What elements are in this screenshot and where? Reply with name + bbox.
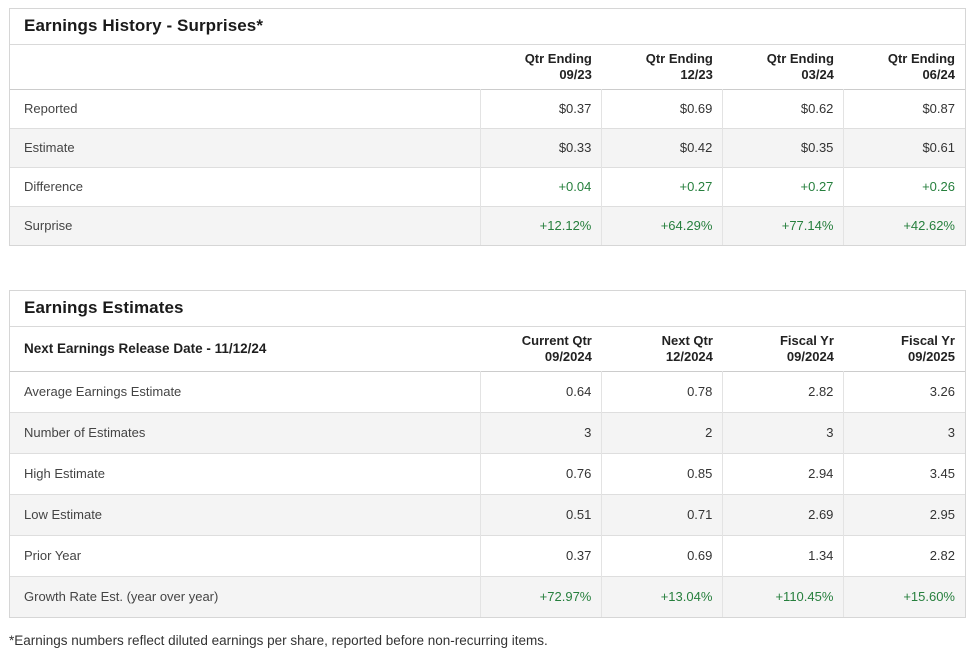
column-header-line1: Qtr Ending [645, 51, 713, 66]
cell-value: 0.85 [601, 453, 723, 495]
cell-value: 0.76 [480, 453, 602, 495]
column-header-fiscal-yr-2025: Fiscal Yr 09/2025 [844, 327, 965, 372]
cell-value: 3 [722, 412, 844, 454]
empty-header-cell [10, 45, 481, 90]
cell-value: 0.69 [601, 535, 723, 577]
cell-value: 0.37 [480, 535, 602, 577]
footnote: *Earnings numbers reflect diluted earnin… [9, 633, 548, 648]
cell-value: +0.26 [843, 167, 965, 207]
cell-value: 2.82 [843, 535, 965, 577]
row-label: Estimate [24, 140, 75, 155]
cell-value: +0.27 [601, 167, 723, 207]
cell-value: 2 [601, 412, 723, 454]
cell-value: 3.45 [843, 453, 965, 495]
cell-value: +0.27 [722, 167, 844, 207]
column-header-line1: Fiscal Yr [901, 333, 955, 348]
column-header-qtr-0923: Qtr Ending 09/23 [481, 45, 602, 90]
cell-value: 3 [480, 412, 602, 454]
cell-value: 0.71 [601, 494, 723, 536]
column-header-line2: 12/2024 [665, 349, 713, 364]
cell-value: $0.69 [601, 89, 723, 129]
earnings-history-card: Earnings History - Surprises* Qtr Ending… [9, 8, 966, 246]
column-header-next-qtr: Next Qtr 12/2024 [602, 327, 723, 372]
cell-value: 2.82 [722, 371, 844, 413]
column-header-fiscal-yr-2024: Fiscal Yr 09/2024 [723, 327, 844, 372]
row-label: Number of Estimates [24, 425, 146, 440]
earnings-estimates-header-row: Next Earnings Release Date - 11/12/24 Cu… [10, 327, 965, 372]
table-row-prior-year: Prior Year 0.37 0.69 1.34 2.82 [10, 535, 965, 577]
earnings-estimates-card: Earnings Estimates Next Earnings Release… [9, 290, 966, 618]
row-label: Reported [24, 101, 78, 116]
cell-value: +64.29% [601, 206, 723, 245]
column-header-line1: Next Qtr [661, 333, 713, 348]
cell-value: 3 [843, 412, 965, 454]
column-header-line2: 09/2024 [786, 349, 834, 364]
column-header-line1: Qtr Ending [766, 51, 834, 66]
cell-value: 3.26 [843, 371, 965, 413]
cell-value: 2.94 [722, 453, 844, 495]
earnings-history-header-row: Qtr Ending 09/23 Qtr Ending 12/23 Qtr En… [10, 45, 965, 90]
cell-value: $0.33 [480, 128, 602, 168]
earnings-estimates-title: Earnings Estimates [10, 291, 965, 327]
row-label: Average Earnings Estimate [24, 384, 182, 399]
column-header-line1: Current Qtr [521, 333, 592, 348]
row-label: Prior Year [24, 548, 82, 563]
cell-value: $0.35 [722, 128, 844, 168]
cell-value: $0.61 [843, 128, 965, 168]
column-header-qtr-1223: Qtr Ending 12/23 [602, 45, 723, 90]
column-header-line1: Qtr Ending [524, 51, 592, 66]
table-row-high-estimate: High Estimate 0.76 0.85 2.94 3.45 [10, 453, 965, 495]
table-row-average-estimate: Average Earnings Estimate 0.64 0.78 2.82… [10, 371, 965, 413]
row-label: Difference [24, 179, 84, 194]
cell-value: $0.42 [601, 128, 723, 168]
cell-value: 2.69 [722, 494, 844, 536]
cell-value: 0.51 [480, 494, 602, 536]
table-row-low-estimate: Low Estimate 0.51 0.71 2.69 2.95 [10, 494, 965, 536]
cell-value: 2.95 [843, 494, 965, 536]
cell-value: +77.14% [722, 206, 844, 245]
cell-value: +0.04 [480, 167, 602, 207]
column-header-line1: Qtr Ending [887, 51, 955, 66]
cell-value: $0.87 [843, 89, 965, 129]
table-row-number-of-estimates: Number of Estimates 3 2 3 3 [10, 412, 965, 454]
column-header-line2: 09/23 [559, 67, 592, 82]
column-header-line2: 06/24 [922, 67, 955, 82]
row-label: Growth Rate Est. (year over year) [24, 589, 219, 604]
table-row-surprise: Surprise +12.12% +64.29% +77.14% +42.62% [10, 206, 965, 245]
column-header-line2: 09/2025 [908, 349, 955, 364]
column-header-qtr-0324: Qtr Ending 03/24 [723, 45, 844, 90]
cell-value: 0.78 [601, 371, 723, 413]
next-earnings-release-date-label: Next Earnings Release Date - 11/12/24 [24, 341, 267, 356]
column-header-line2: 03/24 [801, 67, 834, 82]
table-row-growth-rate: Growth Rate Est. (year over year) +72.97… [10, 576, 965, 617]
row-label: Low Estimate [24, 507, 103, 522]
cell-value: +13.04% [601, 576, 723, 617]
table-row-reported: Reported $0.37 $0.69 $0.62 $0.87 [10, 89, 965, 129]
column-header-line2: 12/23 [680, 67, 713, 82]
column-header-qtr-0624: Qtr Ending 06/24 [844, 45, 965, 90]
column-header-line1: Fiscal Yr [779, 333, 834, 348]
table-row-estimate: Estimate $0.33 $0.42 $0.35 $0.61 [10, 128, 965, 168]
earnings-history-title: Earnings History - Surprises* [10, 9, 965, 45]
cell-value: +15.60% [843, 576, 965, 617]
row-label: High Estimate [24, 466, 105, 481]
earnings-estimates-table: Next Earnings Release Date - 11/12/24 Cu… [10, 327, 965, 617]
cell-value: +110.45% [722, 576, 844, 617]
cell-value: $0.62 [722, 89, 844, 129]
earnings-history-table: Qtr Ending 09/23 Qtr Ending 12/23 Qtr En… [10, 45, 965, 245]
column-header-current-qtr: Current Qtr 09/2024 [481, 327, 602, 372]
cell-value: 0.64 [480, 371, 602, 413]
cell-value: +42.62% [843, 206, 965, 245]
cell-value: +12.12% [480, 206, 602, 245]
column-header-line2: 09/2024 [544, 349, 592, 364]
cell-value: $0.37 [480, 89, 602, 129]
cell-value: 1.34 [722, 535, 844, 577]
row-label: Surprise [24, 218, 73, 233]
cell-value: +72.97% [480, 576, 602, 617]
table-row-difference: Difference +0.04 +0.27 +0.27 +0.26 [10, 167, 965, 207]
